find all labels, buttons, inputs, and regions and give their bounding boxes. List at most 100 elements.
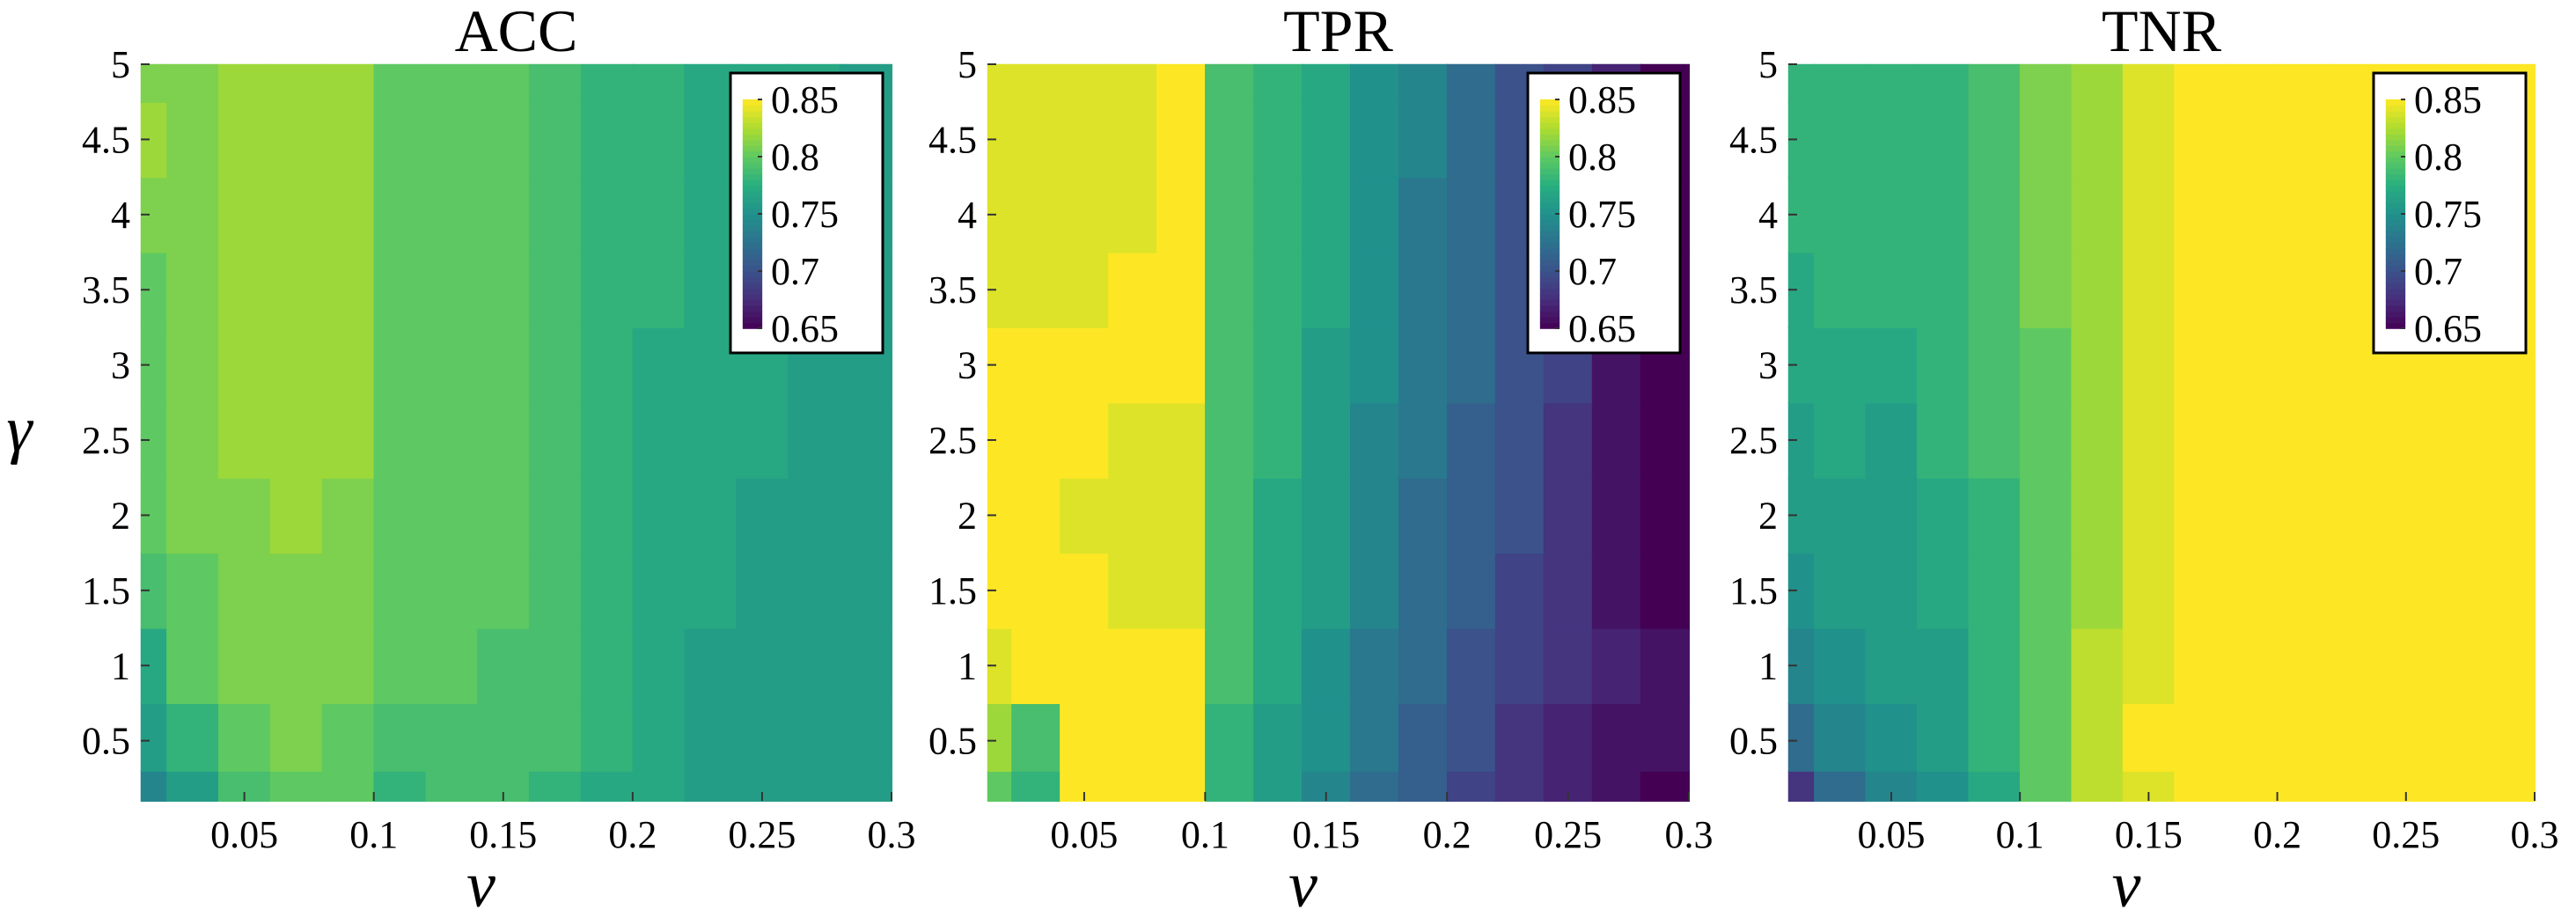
y-axis-label: γ — [6, 393, 33, 466]
heatmap-cell — [425, 770, 479, 803]
colorbar-swatch — [742, 247, 763, 255]
colorbar-swatch — [742, 105, 763, 112]
heatmap-cell — [580, 326, 634, 404]
x-tick-label: 0.1 — [349, 813, 398, 856]
heatmap-cell — [1302, 702, 1352, 772]
colorbar-swatch — [742, 288, 763, 295]
heatmap-cell — [684, 101, 738, 179]
heatmap-cell — [2328, 770, 2382, 803]
heatmap-cell — [2174, 702, 2227, 772]
colorbar-swatch — [742, 99, 763, 106]
x-axis-label: ν — [2112, 849, 2141, 917]
colorbar-swatch — [742, 202, 763, 209]
heatmap-cell — [788, 627, 841, 705]
heatmap-cell — [1011, 326, 1061, 404]
heatmap-cell — [1205, 252, 1255, 328]
colorbar-tick-label: 0.8 — [771, 136, 819, 179]
heatmap-cell — [321, 627, 375, 705]
heatmap-cell — [2071, 552, 2125, 629]
heatmap-cell — [2431, 477, 2484, 554]
heatmap-cell — [1011, 552, 1061, 629]
heatmap-cell — [425, 702, 479, 772]
colorbar-swatch — [742, 219, 763, 226]
colorbar-swatch — [1539, 259, 1560, 267]
y-tick-label: 4 — [111, 194, 130, 237]
y-tick-label: 4 — [1758, 194, 1778, 237]
colorbar-tick-label: 0.85 — [771, 78, 839, 121]
heatmap-cell — [580, 402, 634, 479]
colorbar-swatch — [1539, 116, 1560, 123]
heatmap-cell — [2225, 101, 2279, 179]
x-axis-label: ν — [466, 849, 495, 917]
heatmap-cell — [1398, 252, 1449, 328]
colorbar-swatch — [742, 133, 763, 141]
heatmap-cell — [1543, 402, 1594, 479]
heatmap-cell — [1060, 702, 1110, 772]
heatmap-cell — [632, 101, 686, 179]
heatmap-cell — [1060, 552, 1110, 629]
colorbar-swatch — [2385, 185, 2406, 192]
heatmap-cell — [1349, 101, 1400, 179]
heatmap-cell — [2225, 402, 2279, 479]
heatmap-cell — [1349, 702, 1400, 772]
heatmap-cell — [1787, 702, 1816, 772]
heatmap-cell — [373, 101, 427, 179]
heatmap-cell — [2071, 326, 2125, 404]
heatmap-cell — [684, 627, 738, 705]
colorbar-swatch — [2385, 162, 2406, 169]
colorbar-swatch — [2385, 167, 2406, 175]
heatmap-cell — [2225, 770, 2279, 803]
colorbar-tick-label: 0.75 — [1568, 193, 1636, 236]
heatmap-cell — [684, 402, 738, 479]
heatmap-cell — [1060, 101, 1110, 179]
heatmap-cell — [1108, 477, 1158, 554]
heatmap-cell — [1302, 552, 1352, 629]
heatmap-cell — [1446, 101, 1497, 179]
colorbar-swatch — [1539, 190, 1560, 198]
heatmap-cell — [425, 402, 479, 479]
colorbar-swatch — [2385, 156, 2406, 164]
heatmap-cell — [1640, 477, 1691, 554]
colorbar-swatch — [1539, 110, 1560, 118]
colorbar-swatch — [742, 242, 763, 249]
heatmap-cell — [1156, 176, 1207, 253]
heatmap-cell — [1011, 627, 1061, 705]
heatmap-cell — [2174, 326, 2227, 404]
heatmap-cell — [1640, 770, 1691, 803]
heatmap-cell — [2483, 477, 2536, 554]
heatmap-cell — [1916, 477, 1970, 554]
heatmap-cell — [1349, 402, 1400, 479]
colorbar-swatch — [742, 167, 763, 175]
y-tick-label: 4.5 — [1729, 118, 1778, 161]
heatmap-cell — [2483, 702, 2536, 772]
heatmap-cell — [2277, 702, 2330, 772]
colorbar-swatch — [1539, 236, 1560, 244]
heatmap-cell — [2019, 101, 2073, 179]
panel-2: TNR 0.05 0.1 0.15 0.2 0.25 0.3 0.5 1 1.5 2 2.5 3 3.5 4… — [1729, 0, 2559, 917]
heatmap-cell — [580, 552, 634, 629]
colorbar-swatch — [742, 293, 763, 301]
heatmap-cell — [1916, 326, 1970, 404]
colorbar-tick-label: 0.65 — [771, 307, 839, 350]
colorbar-swatch — [1539, 288, 1560, 295]
heatmap-cell — [1156, 477, 1207, 554]
heatmap-cell — [528, 402, 583, 479]
heatmap-cell — [1060, 326, 1110, 404]
heatmap-cell — [2225, 477, 2279, 554]
colorbar-swatch — [1539, 167, 1560, 175]
heatmap-cell — [2174, 402, 2227, 479]
heatmap-cell — [1968, 176, 2022, 253]
heatmap-cell — [1543, 627, 1594, 705]
colorbar-swatch — [2385, 110, 2406, 118]
heatmap-cell — [2277, 326, 2330, 404]
heatmap-cell — [580, 770, 634, 803]
heatmap-cell — [2277, 627, 2330, 705]
heatmap-cell — [2277, 552, 2330, 629]
heatmap-cell — [2174, 770, 2227, 803]
x-tick-label: 0.2 — [608, 813, 657, 856]
heatmap-cell — [839, 552, 893, 629]
heatmap-cell — [1446, 252, 1497, 328]
heatmap-cell — [2380, 477, 2433, 554]
colorbar-swatch — [1539, 224, 1560, 232]
heatmap-cell — [269, 326, 323, 404]
